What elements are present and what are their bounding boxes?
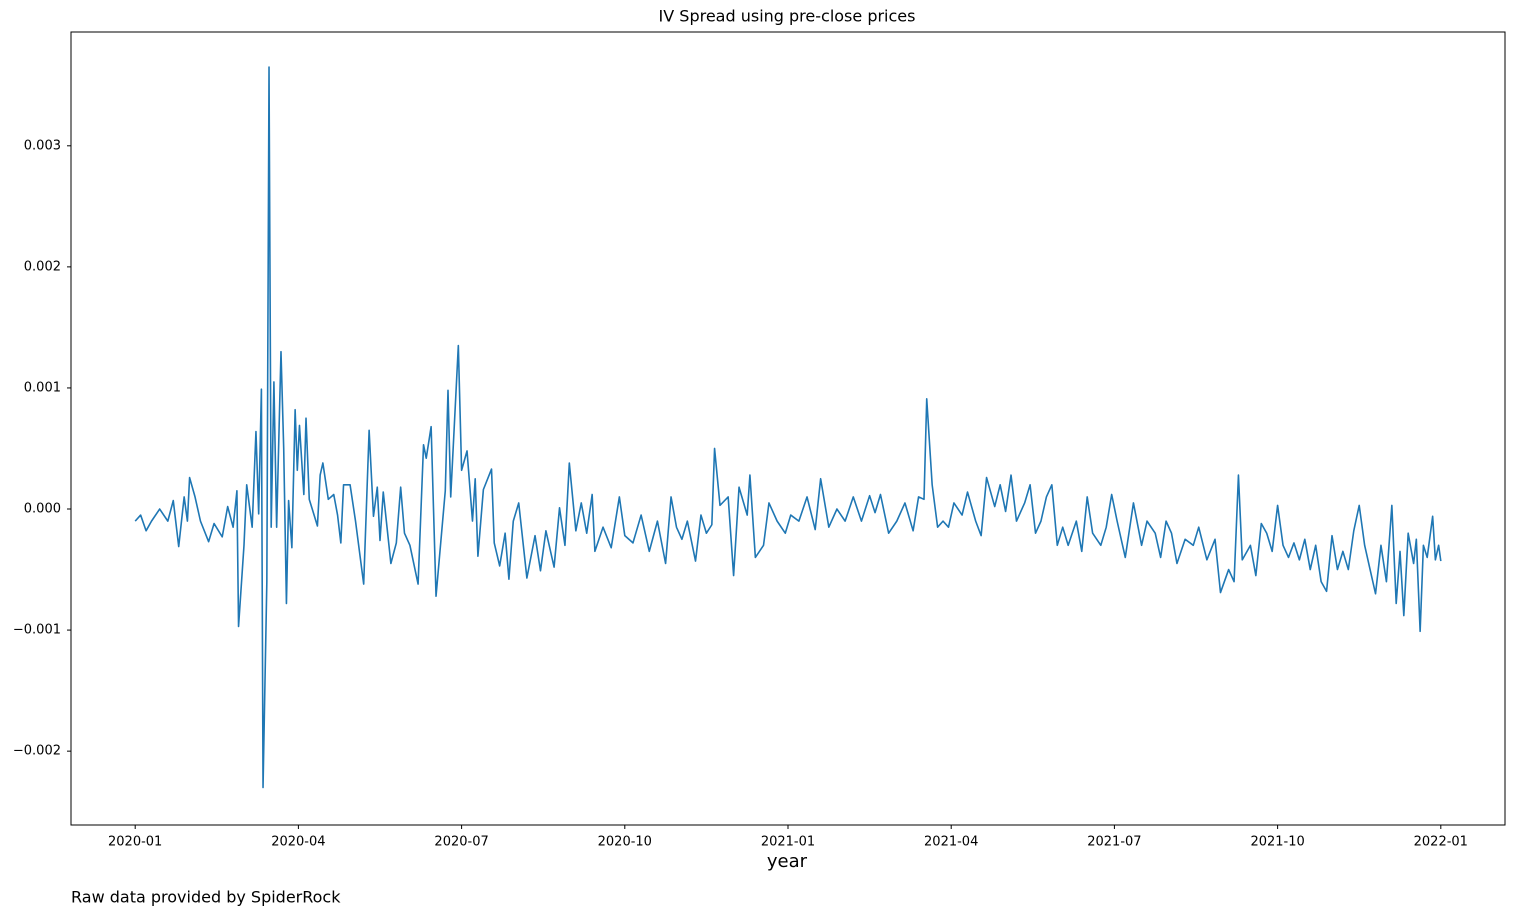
x-tick-label: 2020-10 bbox=[598, 835, 652, 850]
x-axis-label: year bbox=[767, 851, 808, 872]
y-tick-label: 0.003 bbox=[24, 138, 61, 153]
x-tick-label: 2022-01 bbox=[1414, 835, 1468, 850]
plot-frame bbox=[70, 31, 1506, 826]
x-tick-label: 2021-07 bbox=[1087, 835, 1141, 850]
y-tick-label: 0.002 bbox=[24, 259, 61, 274]
y-tick-label: −0.001 bbox=[13, 623, 61, 638]
y-tick-label: 0.000 bbox=[24, 502, 61, 517]
y-tick-label: 0.001 bbox=[24, 380, 61, 395]
x-tick-label: 2020-01 bbox=[108, 835, 162, 850]
x-tick-label: 2021-04 bbox=[924, 835, 978, 850]
x-tick-label: 2021-10 bbox=[1250, 835, 1304, 850]
data-line bbox=[134, 66, 1442, 789]
x-tick-label: 2020-07 bbox=[434, 835, 488, 850]
y-tick-label: −0.002 bbox=[13, 744, 61, 759]
chart-title: IV Spread using pre-close prices bbox=[659, 7, 916, 26]
x-tick-label: 2020-04 bbox=[271, 835, 325, 850]
x-tick-label: 2021-01 bbox=[761, 835, 815, 850]
footnote: Raw data provided by SpiderRock bbox=[71, 888, 341, 907]
